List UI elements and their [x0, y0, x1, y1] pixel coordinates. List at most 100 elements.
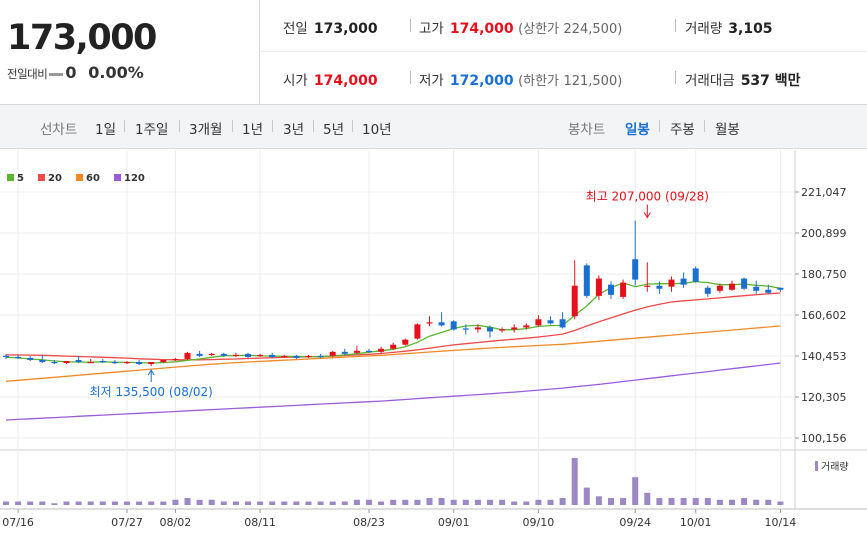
candle — [63, 360, 70, 365]
volume-bar — [559, 498, 566, 505]
period-3m[interactable]: 3개월 — [189, 122, 223, 138]
volume-bar — [499, 499, 506, 505]
candle-body — [668, 279, 675, 287]
candle — [87, 358, 94, 364]
volume-bar — [160, 501, 167, 505]
prev-close-value: 173,000 — [313, 21, 378, 37]
period-3y[interactable]: 3년 — [283, 122, 305, 138]
candle-body — [293, 355, 300, 358]
y-tick-label: 140,453 — [801, 350, 847, 363]
candle — [559, 312, 566, 329]
candle — [402, 338, 409, 346]
volume-bar — [668, 498, 675, 505]
candle-body — [111, 362, 118, 364]
ma5-line — [5, 280, 781, 364]
candle — [160, 359, 167, 364]
candle — [3, 353, 9, 359]
volume-bar — [51, 503, 58, 505]
x-tick-label: 10/14 — [765, 516, 797, 529]
high: 고가 174,000 (상한가 224,500) — [419, 17, 622, 37]
volume-bar — [15, 501, 22, 505]
candle-body — [741, 278, 748, 289]
candle-body — [378, 348, 385, 352]
low-value: 172,000 — [449, 73, 514, 89]
y-tick-label: 200,899 — [801, 227, 847, 240]
legend-label: 5 — [17, 173, 24, 184]
period-1w[interactable]: 1주일 — [135, 122, 169, 138]
volume-bar — [704, 498, 711, 505]
volume-bar — [547, 499, 554, 505]
period-1y[interactable]: 1년 — [242, 122, 264, 138]
candle — [124, 360, 130, 365]
candle-weekly[interactable]: 주봉 — [670, 122, 695, 138]
volume-bar — [257, 501, 264, 505]
candle — [281, 354, 288, 358]
candle-body — [583, 265, 590, 296]
candle-body — [329, 351, 336, 356]
candle — [39, 354, 46, 364]
divider — [313, 120, 314, 132]
candle-daily[interactable]: 일봉 — [625, 122, 650, 138]
candle-body — [220, 353, 227, 356]
period-5y[interactable]: 5년 — [323, 122, 345, 138]
ma120-line — [5, 362, 781, 421]
candle — [656, 281, 663, 294]
volume-bar — [172, 499, 179, 505]
x-tick-label: 07/16 — [2, 516, 34, 529]
candle-body — [39, 359, 46, 363]
divider — [232, 120, 233, 132]
high-value: 174,000 — [449, 21, 514, 37]
legend-swatch — [114, 174, 121, 181]
candle-body — [172, 358, 179, 361]
volume-bar — [3, 501, 9, 505]
volume-bar — [523, 501, 530, 505]
candle-body — [559, 319, 566, 328]
candle — [499, 327, 506, 333]
volume-bar — [220, 501, 227, 505]
candle — [196, 350, 203, 357]
quote-summary: 173,000 전일대비 0 0.00% 전일 173,000 고가 174,000 … — [0, 0, 867, 105]
candle — [511, 324, 518, 333]
candle-body — [595, 278, 602, 296]
open-value: 174,000 — [313, 73, 378, 89]
candle — [692, 266, 699, 283]
candle-body — [196, 353, 203, 356]
candle — [426, 316, 433, 327]
candle — [148, 362, 155, 367]
candle-body — [777, 287, 784, 290]
amount-label: 거래대금 — [685, 73, 735, 89]
candle-body — [15, 356, 22, 359]
candle-monthly[interactable]: 월봉 — [715, 122, 740, 138]
candle-body — [716, 285, 723, 291]
volume-bar — [487, 499, 493, 505]
candle-body — [753, 286, 760, 291]
period-10y[interactable]: 10년 — [362, 122, 392, 138]
divider — [410, 19, 411, 32]
candle-body — [680, 278, 687, 285]
ma60-line — [5, 325, 781, 382]
candle — [99, 358, 106, 364]
candle — [366, 348, 372, 353]
candle — [450, 320, 457, 331]
candle — [753, 280, 760, 294]
candle — [680, 272, 687, 288]
volume-bar — [474, 499, 481, 505]
candle — [535, 315, 542, 327]
x-tick-label: 07/27 — [111, 516, 143, 529]
open: 시가 174,000 — [283, 69, 378, 89]
volume-bar — [716, 499, 723, 505]
candle — [414, 323, 421, 340]
volume-bar — [148, 501, 155, 505]
volume-value: 3,105 — [728, 21, 773, 37]
amount: 거래대금 537 백만 — [685, 69, 801, 90]
candle-body — [450, 321, 457, 330]
volume-bar — [680, 498, 687, 505]
candle — [523, 323, 530, 330]
candle-body — [269, 354, 276, 357]
candle — [644, 262, 651, 292]
period-1d[interactable]: 1일 — [95, 122, 117, 138]
x-tick-label: 09/01 — [438, 516, 470, 529]
candle-body — [692, 268, 699, 282]
volume-bar — [692, 498, 699, 505]
